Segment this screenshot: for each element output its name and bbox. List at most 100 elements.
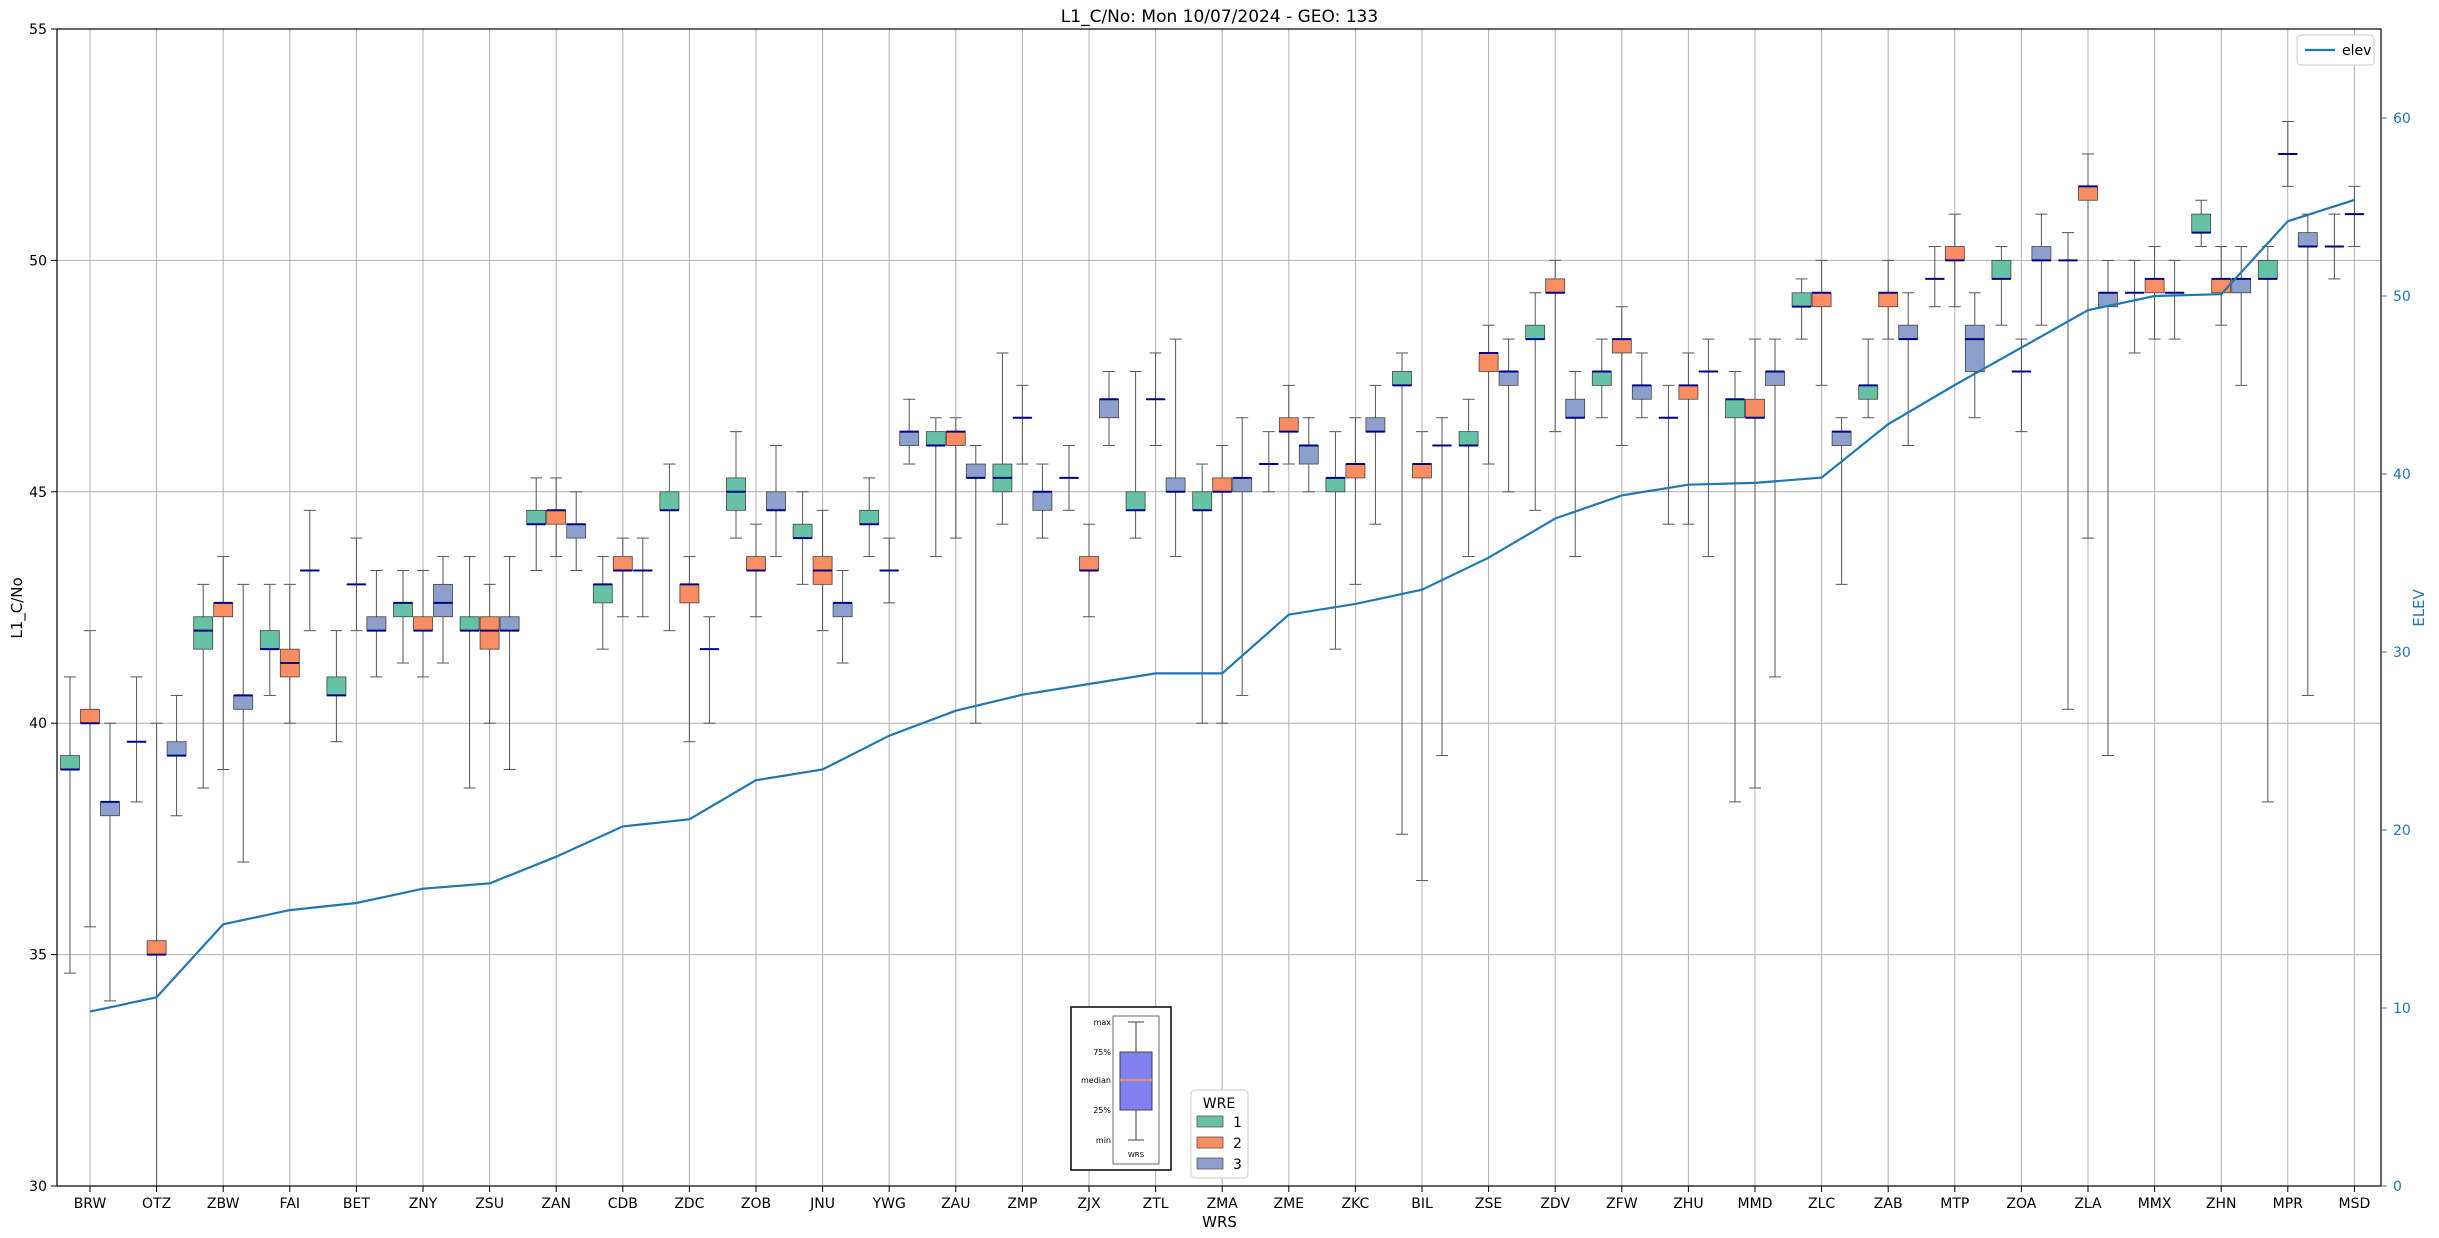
iqr-box	[1591, 371, 1612, 386]
box-ZMP-wre3	[1032, 463, 1053, 539]
iqr-box	[1165, 477, 1186, 493]
box-ZOA-wre2	[2011, 338, 2032, 433]
box-ZNY-wre1	[393, 569, 413, 664]
box-BIL-wre3	[1432, 417, 1452, 757]
box-ZSE-wre3	[1498, 338, 1519, 493]
box-ZAN-wre1	[526, 477, 547, 571]
box-ZSE-wre2	[1478, 324, 1499, 465]
box-ZMP-wre2	[1012, 384, 1033, 465]
iqr-box	[1478, 352, 1499, 372]
iqr-box	[1811, 292, 1832, 308]
y-tick-label: 45	[29, 485, 47, 501]
box-MTP-wre3	[1964, 292, 1985, 419]
x-tick-label: ZOB	[741, 1196, 771, 1212]
iqr-box	[1232, 477, 1253, 493]
y-tick-label: 35	[29, 948, 47, 964]
iqr-box	[859, 509, 880, 525]
x-tick-label: MTP	[1940, 1196, 1969, 1212]
box-OTZ-wre2	[146, 722, 167, 1187]
iqr-box	[233, 695, 254, 710]
box-key-max-label: max	[1094, 1018, 1112, 1027]
box-ZLA-wre3	[2098, 259, 2118, 757]
box-ZMA-wre1	[1192, 463, 1213, 724]
x-tick-label: ZAB	[1874, 1196, 1903, 1212]
y2-axis-label: ELEV	[2410, 588, 2428, 626]
legend-elev-frame	[2296, 34, 2375, 66]
x-tick-label: ZHU	[1673, 1196, 1703, 1212]
box-ZAN-wre2	[546, 477, 567, 558]
x-tick-label: ZME	[1274, 1196, 1305, 1212]
legend-wre-swatch-1	[1196, 1115, 1224, 1128]
iqr-box	[726, 477, 746, 511]
iqr-box	[1991, 259, 2012, 280]
iqr-box	[1458, 431, 1479, 446]
box-MSD-wre1	[2324, 213, 2345, 280]
iqr-box	[459, 616, 480, 632]
x-tick-label: ZDV	[1540, 1196, 1570, 1212]
x-tick-label: BIL	[1411, 1196, 1433, 1212]
iqr-box	[100, 801, 120, 817]
box-ZAB-wre1	[1858, 338, 1879, 419]
y-tick-label: 40	[29, 716, 47, 732]
box-ZLC-wre2	[1811, 259, 1832, 386]
box-ZHU-wre1	[1658, 384, 1679, 525]
box-OTZ-wre1	[126, 676, 147, 803]
x-tick-label: ZAU	[941, 1196, 970, 1212]
iqr-box	[792, 523, 813, 539]
iqr-box	[1678, 384, 1699, 400]
box-ZTL-wre2	[1145, 352, 1166, 447]
x-tick-label: BRW	[74, 1196, 107, 1212]
box-JNU-wre1	[792, 491, 813, 585]
legend-wre-label-2: 2	[1233, 1136, 1242, 1152]
iqr-box	[2297, 232, 2318, 247]
iqr-box	[1392, 371, 1412, 386]
box-BIL-wre1	[1392, 352, 1412, 835]
box-ZLA-wre1	[2058, 232, 2078, 710]
iqr-box	[1545, 278, 1566, 294]
box-MMX-wre3	[2164, 259, 2185, 340]
box-ZAU-wre3	[965, 445, 986, 724]
iqr-box	[1079, 556, 1099, 571]
y2-tick-label: 0	[2393, 1179, 2402, 1195]
iqr-box	[526, 509, 547, 525]
y2-tick-label: 20	[2393, 823, 2411, 839]
y2-tick-label: 10	[2393, 1001, 2411, 1017]
y2-tick-label: 50	[2393, 289, 2411, 305]
x-tick-label: ZJX	[1077, 1196, 1101, 1212]
box-ZAU-wre2	[945, 417, 966, 539]
y-tick-label: 30	[29, 1179, 47, 1195]
x-tick-label: ZLC	[1808, 1196, 1835, 1212]
box-ZKC-wre2	[1345, 417, 1366, 585]
iqr-box	[1125, 491, 1146, 511]
legend-wre: WRE 1 2 3	[1190, 1089, 1249, 1179]
iqr-box	[546, 509, 567, 525]
iqr-box	[433, 583, 453, 618]
box-ZLC-wre1	[1791, 278, 1812, 340]
box-key: max 75% median 25% min WRS	[1070, 1006, 1172, 1171]
iqr-box	[1878, 292, 1899, 308]
box-YWG-wre2	[879, 537, 900, 604]
iqr-box	[1631, 384, 1652, 400]
iqr-box	[80, 708, 100, 724]
iqr-box	[2144, 278, 2165, 294]
box-ZBW-wre1	[193, 583, 214, 789]
y-tick-label: 50	[29, 253, 47, 269]
iqr-box	[1565, 398, 1586, 419]
box-CDB-wre1	[592, 556, 613, 650]
box-ZAU-wre1	[925, 417, 946, 558]
iqr-box	[1412, 463, 1432, 479]
iqr-box	[1032, 491, 1053, 511]
iqr-box	[1345, 463, 1366, 479]
box-key-median-label: median	[1081, 1076, 1111, 1085]
y2-tick-label: 40	[2393, 467, 2411, 483]
box-ZSU-wre3	[499, 556, 520, 770]
box-FAI-wre1	[259, 583, 280, 696]
box-ZOB-wre3	[766, 445, 786, 558]
box-ZOB-wre1	[726, 431, 746, 539]
box-ZOA-wre3	[2031, 213, 2052, 326]
x-tick-label: YWG	[872, 1196, 906, 1212]
iqr-box	[1791, 292, 1812, 308]
y2-tick-label: 60	[2393, 111, 2411, 127]
box-MMX-wre2	[2144, 246, 2165, 340]
